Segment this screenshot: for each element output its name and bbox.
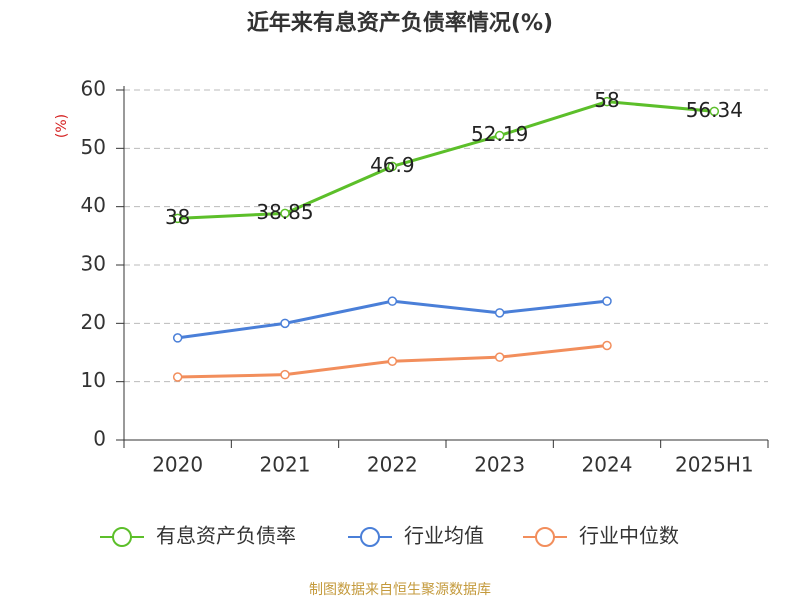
y-axis-label: (%) bbox=[54, 114, 70, 138]
data-point bbox=[494, 130, 505, 141]
data-label: 38 bbox=[165, 205, 190, 229]
legend-marker bbox=[535, 527, 555, 547]
data-label: 58 bbox=[594, 88, 619, 112]
data-point bbox=[602, 340, 612, 351]
series-line bbox=[177, 100, 715, 220]
legend-marker bbox=[112, 527, 132, 547]
legend-marker bbox=[360, 527, 380, 547]
data-point bbox=[494, 352, 505, 362]
data-point bbox=[172, 372, 183, 382]
data-point bbox=[172, 333, 183, 343]
x-tick-label: 2025H1 bbox=[675, 453, 754, 477]
data-point bbox=[280, 318, 290, 329]
x-tick-label: 2023 bbox=[474, 453, 525, 477]
data-point bbox=[709, 106, 720, 117]
data-point bbox=[387, 356, 398, 366]
y-tick-label: 10 bbox=[81, 368, 106, 392]
x-tick-label: 2024 bbox=[582, 453, 633, 477]
y-tick-label: 20 bbox=[81, 310, 106, 334]
data-point bbox=[172, 213, 183, 224]
legend-label: 有息资产负债率 bbox=[156, 524, 296, 548]
y-tick-label: 60 bbox=[81, 77, 106, 101]
y-tick-label: 40 bbox=[81, 193, 106, 217]
data-label: 56.34 bbox=[686, 98, 743, 122]
data-point bbox=[387, 161, 398, 172]
legend-label: 行业均值 bbox=[404, 524, 484, 548]
data-point bbox=[602, 96, 612, 107]
x-tick-label: 2021 bbox=[260, 453, 311, 477]
x-tick-label: 2020 bbox=[152, 453, 203, 477]
source-note: 制图数据来自恒生聚源数据库 bbox=[309, 582, 491, 598]
data-label: 52.19 bbox=[471, 122, 528, 146]
data-point bbox=[280, 208, 290, 219]
data-label: 46.9 bbox=[370, 153, 415, 177]
data-point bbox=[494, 308, 505, 318]
data-point bbox=[387, 296, 398, 306]
x-tick-label: 2022 bbox=[367, 453, 418, 477]
series-line bbox=[177, 299, 608, 340]
data-point bbox=[280, 369, 290, 380]
data-point bbox=[602, 296, 612, 306]
y-tick-label: 50 bbox=[81, 135, 106, 159]
chart-title: 近年来有息资产负债率情况(%) bbox=[247, 10, 553, 36]
y-tick-label: 30 bbox=[81, 252, 106, 276]
data-label: 38.85 bbox=[256, 200, 313, 224]
y-tick-label: 0 bbox=[93, 427, 106, 451]
legend-label: 行业中位数 bbox=[579, 524, 679, 548]
